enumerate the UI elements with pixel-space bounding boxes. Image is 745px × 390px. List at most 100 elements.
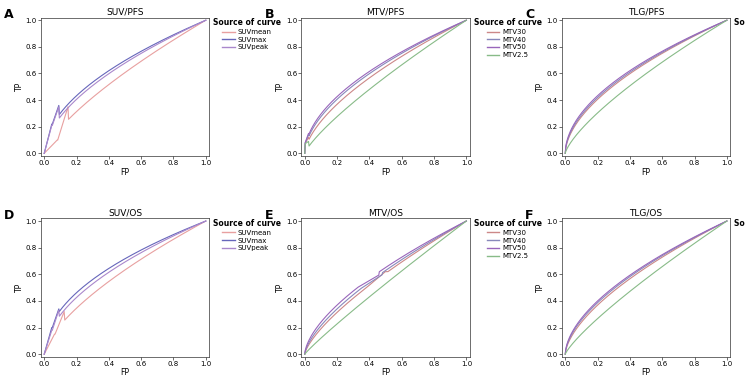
- Y-axis label: TP: TP: [276, 82, 285, 91]
- Line: SUVmean: SUVmean: [44, 20, 206, 153]
- TLG2.5: [657, 60, 666, 65]
- SUVpeak: [136, 251, 145, 256]
- MTV2.5: [447, 230, 456, 235]
- MTV40: [437, 233, 446, 238]
- MTV2.5: [462, 18, 471, 23]
- SUVmax: [39, 352, 48, 356]
- Text: C: C: [525, 8, 534, 21]
- TLG30: [660, 254, 669, 258]
- SUVmean: [201, 219, 210, 223]
- TLG30: [697, 30, 706, 35]
- TLG 50: [561, 352, 570, 356]
- SUVmax: [176, 29, 185, 34]
- SUVmean: [40, 151, 49, 155]
- X-axis label: FP: FP: [641, 369, 650, 378]
- SUVpeak: [201, 18, 210, 23]
- SUVpeak: [40, 350, 49, 355]
- Line: TLG 40: TLG 40: [565, 221, 727, 354]
- TLG 40: [656, 254, 665, 259]
- MTV40: [462, 18, 471, 23]
- TLG2.5: [561, 151, 570, 156]
- SUVmax: [136, 50, 145, 54]
- TLG 50: [707, 226, 716, 230]
- MTV40: [301, 349, 310, 354]
- Y-axis label: TP: TP: [276, 283, 285, 292]
- Title: TLG/OS: TLG/OS: [630, 209, 662, 218]
- SUVmax: [186, 225, 195, 229]
- SUVmean: [176, 33, 185, 38]
- SUVmean: [139, 255, 148, 260]
- MTV50: [462, 219, 471, 223]
- MTV2.5: [462, 219, 471, 223]
- MTV30: [396, 55, 405, 59]
- MTV50: [447, 227, 456, 231]
- TLG30: [561, 145, 570, 150]
- Y-axis label: TP: TP: [536, 82, 545, 91]
- SUVmean: [139, 57, 148, 62]
- Title: MTV/OS: MTV/OS: [368, 209, 403, 218]
- Legend: MTV30, MTV40, MTV50, MTV2.5: MTV30, MTV40, MTV50, MTV2.5: [473, 218, 542, 260]
- TLG2.5: [660, 58, 669, 63]
- MTV2.5: [399, 267, 408, 272]
- MTV30: [301, 350, 310, 355]
- TLG 40: [561, 151, 570, 156]
- MTV30: [447, 228, 456, 232]
- Line: MTV2.5: MTV2.5: [305, 20, 466, 153]
- SUVpeak: [176, 230, 185, 235]
- MTV30: [396, 261, 405, 265]
- MTV30: [462, 18, 471, 23]
- TLG 40: [660, 252, 669, 257]
- MTV40: [447, 227, 456, 232]
- SUVmax: [136, 50, 145, 54]
- TLG50: [657, 50, 666, 54]
- MTV2.5: [396, 64, 405, 68]
- TLG30: [561, 348, 570, 353]
- MTV40: [396, 51, 405, 56]
- X-axis label: FP: FP: [381, 168, 390, 177]
- MTV50: [447, 25, 456, 29]
- Y-axis label: TP: TP: [536, 283, 545, 292]
- TLG30: [723, 18, 732, 23]
- TLG50: [561, 144, 570, 149]
- TLG 50: [561, 347, 570, 351]
- MTV2.5: [396, 63, 405, 68]
- SUVmean: [186, 227, 195, 232]
- TLG 40: [561, 347, 570, 352]
- Line: SUVmean: SUVmean: [44, 221, 206, 354]
- TLG 2.5: [660, 263, 669, 268]
- Line: SUVmax: SUVmax: [44, 221, 206, 354]
- Line: MTV40: MTV40: [305, 20, 466, 153]
- MTV50: [396, 255, 405, 260]
- MTV40: [399, 50, 408, 55]
- SUVmean: [136, 60, 145, 64]
- TLG30: [561, 151, 570, 156]
- TLG 2.5: [723, 219, 732, 223]
- TLG 40: [561, 352, 570, 356]
- TLG 50: [697, 231, 706, 236]
- SUVpeak: [136, 52, 145, 57]
- TLG50: [660, 48, 669, 53]
- TLG 2.5: [561, 352, 570, 356]
- TLG 40: [697, 30, 706, 34]
- MTV50: [300, 352, 309, 356]
- TLG 40: [657, 50, 666, 55]
- TLG50: [697, 29, 706, 34]
- SUVmax: [186, 25, 195, 29]
- MTV2.5: [437, 238, 446, 243]
- MTV40: [301, 140, 310, 145]
- TLG50: [723, 18, 732, 23]
- MTV40: [300, 151, 309, 156]
- TLG 2.5: [561, 351, 570, 355]
- SUVmax: [136, 248, 145, 253]
- TLG 40: [656, 51, 665, 55]
- MTV50: [399, 254, 408, 258]
- MTV2.5: [300, 352, 309, 356]
- Line: TLG50: TLG50: [565, 20, 727, 153]
- Legend: MTV30, MTV40, MTV50, MTV2.5: MTV30, MTV40, MTV50, MTV2.5: [473, 18, 542, 59]
- Text: B: B: [264, 8, 274, 21]
- TLG 40: [561, 145, 570, 150]
- TLG50: [707, 25, 716, 29]
- Legend: TLG30, TLG 40, TLG50, TLG2.5: TLG30, TLG 40, TLG50, TLG2.5: [734, 18, 745, 59]
- MTV40: [462, 219, 471, 223]
- TLG2.5: [697, 34, 706, 38]
